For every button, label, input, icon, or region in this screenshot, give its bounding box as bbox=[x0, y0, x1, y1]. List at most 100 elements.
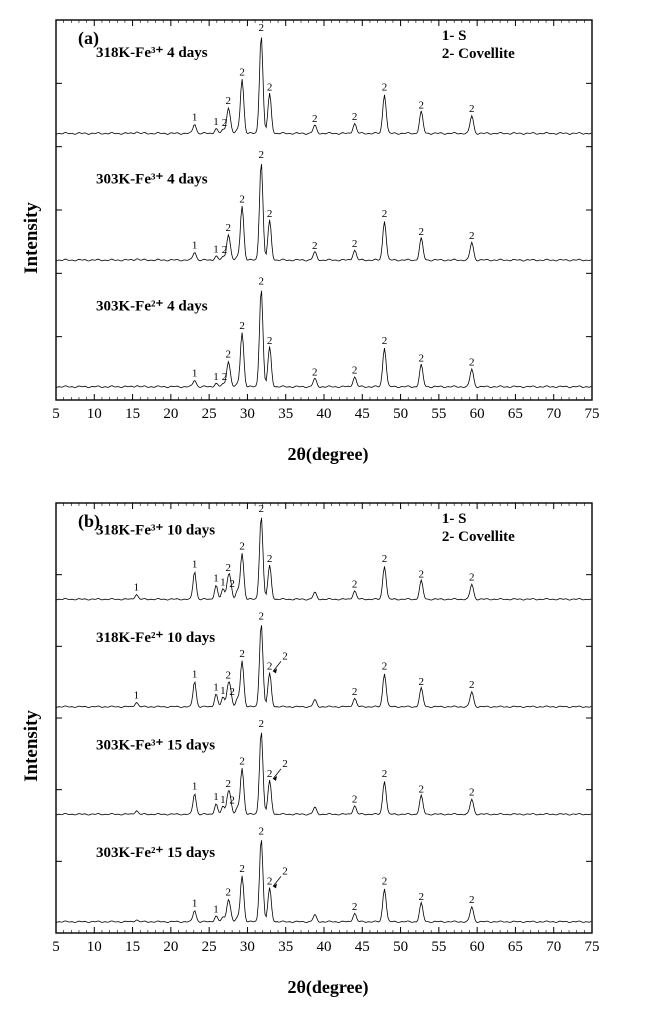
svg-text:1: 1 bbox=[213, 903, 219, 915]
svg-text:10: 10 bbox=[87, 406, 102, 422]
svg-text:2: 2 bbox=[352, 901, 358, 913]
svg-text:2: 2 bbox=[352, 364, 358, 376]
svg-text:2: 2 bbox=[282, 758, 288, 770]
svg-text:60: 60 bbox=[470, 939, 485, 955]
svg-text:2: 2 bbox=[226, 222, 232, 234]
svg-text:303K-Fe²⁺ 15 days: 303K-Fe²⁺ 15 days bbox=[96, 845, 215, 861]
svg-text:318K-Fe³⁺ 4 days: 318K-Fe³⁺ 4 days bbox=[96, 45, 208, 61]
svg-text:2: 2 bbox=[222, 117, 228, 129]
svg-text:2: 2 bbox=[469, 679, 475, 691]
panel-a-inner: 51015202530354045505560657075(a)1- S2- C… bbox=[10, 10, 646, 440]
svg-text:2: 2 bbox=[267, 553, 273, 565]
svg-text:2: 2 bbox=[469, 894, 475, 906]
svg-text:2: 2 bbox=[469, 230, 475, 242]
svg-text:1: 1 bbox=[220, 794, 226, 806]
svg-text:2: 2 bbox=[239, 648, 245, 660]
svg-text:15: 15 bbox=[125, 406, 140, 422]
svg-text:2: 2 bbox=[267, 208, 273, 220]
svg-text:2: 2 bbox=[382, 876, 388, 888]
svg-text:1: 1 bbox=[220, 577, 226, 589]
svg-text:2: 2 bbox=[267, 876, 273, 888]
svg-text:2: 2 bbox=[229, 578, 235, 590]
svg-text:2: 2 bbox=[312, 240, 318, 252]
svg-text:30: 30 bbox=[240, 939, 255, 955]
svg-text:55: 55 bbox=[431, 406, 446, 422]
panel-a: Intensity 51015202530354045505560657075(… bbox=[10, 10, 646, 465]
svg-text:45: 45 bbox=[355, 406, 370, 422]
svg-text:50: 50 bbox=[393, 939, 408, 955]
xrd-chart-a: 51015202530354045505560657075(a)1- S2- C… bbox=[10, 10, 606, 440]
svg-text:2- Covellite: 2- Covellite bbox=[442, 529, 515, 545]
svg-text:2: 2 bbox=[239, 863, 245, 875]
svg-text:30: 30 bbox=[240, 406, 255, 422]
svg-text:75: 75 bbox=[585, 406, 600, 422]
svg-text:50: 50 bbox=[393, 406, 408, 422]
xrd-chart-b: 51015202530354045505560657075(b)1- S2- C… bbox=[10, 493, 606, 973]
svg-text:1: 1 bbox=[213, 791, 219, 803]
svg-text:70: 70 bbox=[546, 406, 561, 422]
svg-text:75: 75 bbox=[585, 939, 600, 955]
svg-text:40: 40 bbox=[317, 939, 332, 955]
svg-text:2: 2 bbox=[418, 353, 424, 365]
svg-text:1: 1 bbox=[192, 898, 198, 910]
svg-text:40: 40 bbox=[317, 406, 332, 422]
svg-text:2: 2 bbox=[258, 825, 264, 837]
svg-text:2: 2 bbox=[352, 686, 358, 698]
svg-text:15: 15 bbox=[125, 939, 140, 955]
svg-text:1: 1 bbox=[192, 559, 198, 571]
svg-text:2: 2 bbox=[312, 113, 318, 125]
svg-text:1: 1 bbox=[192, 367, 198, 379]
svg-text:1: 1 bbox=[192, 668, 198, 680]
svg-text:2: 2 bbox=[418, 226, 424, 238]
svg-text:20: 20 bbox=[163, 406, 178, 422]
svg-text:2: 2 bbox=[229, 795, 235, 807]
svg-text:2: 2 bbox=[258, 149, 264, 161]
svg-text:20: 20 bbox=[163, 939, 178, 955]
svg-text:2: 2 bbox=[239, 193, 245, 205]
svg-text:2: 2 bbox=[226, 95, 232, 107]
svg-text:25: 25 bbox=[202, 939, 217, 955]
svg-text:2: 2 bbox=[222, 371, 228, 383]
svg-text:1: 1 bbox=[134, 690, 140, 702]
svg-text:2: 2 bbox=[226, 349, 232, 361]
svg-text:2: 2 bbox=[229, 686, 235, 698]
svg-text:1: 1 bbox=[213, 116, 219, 128]
svg-text:303K-Fe²⁺ 4 days: 303K-Fe²⁺ 4 days bbox=[96, 298, 208, 314]
svg-text:1: 1 bbox=[213, 573, 219, 585]
svg-text:2: 2 bbox=[267, 81, 273, 93]
x-axis-label-b: 2θ(degree) bbox=[10, 977, 646, 998]
svg-text:60: 60 bbox=[470, 406, 485, 422]
svg-text:2: 2 bbox=[239, 320, 245, 332]
svg-text:2: 2 bbox=[382, 661, 388, 673]
svg-text:2: 2 bbox=[226, 887, 232, 899]
svg-text:1: 1 bbox=[192, 111, 198, 123]
svg-text:318K-Fe³⁺ 10 days: 318K-Fe³⁺ 10 days bbox=[96, 522, 215, 538]
svg-text:2: 2 bbox=[469, 572, 475, 584]
svg-text:1: 1 bbox=[213, 681, 219, 693]
svg-text:2: 2 bbox=[352, 238, 358, 250]
svg-text:2: 2 bbox=[312, 366, 318, 378]
svg-text:1- S: 1- S bbox=[442, 28, 467, 44]
svg-text:1: 1 bbox=[192, 239, 198, 251]
svg-text:2: 2 bbox=[282, 865, 288, 877]
svg-text:2: 2 bbox=[239, 541, 245, 553]
svg-text:2: 2 bbox=[418, 99, 424, 111]
svg-text:1- S: 1- S bbox=[442, 511, 467, 527]
svg-text:2: 2 bbox=[258, 276, 264, 288]
svg-text:1: 1 bbox=[192, 781, 198, 793]
svg-text:2: 2 bbox=[352, 578, 358, 590]
svg-text:65: 65 bbox=[508, 406, 523, 422]
svg-text:2: 2 bbox=[267, 661, 273, 673]
svg-text:2: 2 bbox=[382, 335, 388, 347]
svg-text:2: 2 bbox=[469, 103, 475, 115]
x-axis-label-a: 2θ(degree) bbox=[10, 444, 646, 465]
svg-text:2: 2 bbox=[226, 562, 232, 574]
svg-text:2: 2 bbox=[352, 111, 358, 123]
svg-text:1: 1 bbox=[213, 371, 219, 383]
svg-text:303K-Fe³⁺ 15 days: 303K-Fe³⁺ 15 days bbox=[96, 737, 215, 753]
svg-text:2: 2 bbox=[418, 568, 424, 580]
svg-text:2: 2 bbox=[382, 768, 388, 780]
svg-text:2: 2 bbox=[382, 81, 388, 93]
svg-text:318K-Fe²⁺ 10 days: 318K-Fe²⁺ 10 days bbox=[96, 630, 215, 646]
svg-text:2: 2 bbox=[469, 787, 475, 799]
